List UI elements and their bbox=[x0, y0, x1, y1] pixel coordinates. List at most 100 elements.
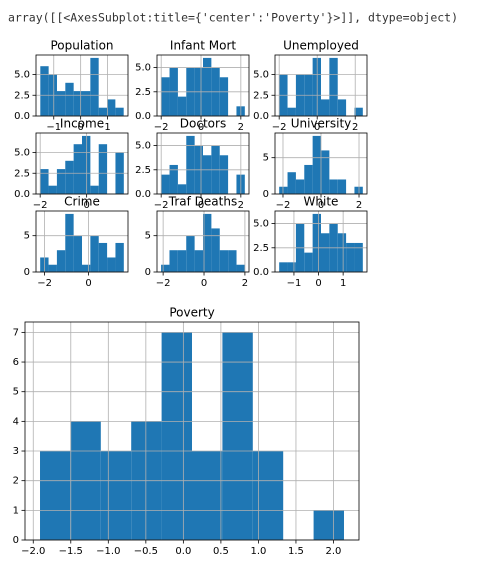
bar bbox=[329, 179, 338, 194]
axes-frame bbox=[35, 54, 129, 117]
x-tick-label: 0 bbox=[314, 122, 320, 133]
bar bbox=[169, 164, 178, 194]
bar bbox=[65, 213, 74, 272]
axes-frame bbox=[35, 210, 129, 273]
bar bbox=[287, 262, 296, 272]
x-tick-label: 2 bbox=[352, 122, 358, 133]
y-tick-label: 3 bbox=[13, 446, 19, 457]
y-tick-label: 2.5 bbox=[14, 168, 30, 179]
bar bbox=[161, 332, 192, 540]
bar bbox=[177, 96, 187, 116]
bar bbox=[321, 99, 330, 116]
y-tick-label: 5 bbox=[263, 153, 269, 164]
bar bbox=[98, 144, 108, 194]
bar bbox=[321, 233, 330, 272]
bar bbox=[90, 235, 99, 272]
bar bbox=[56, 169, 66, 194]
y-tick-label: 0 bbox=[145, 267, 151, 278]
y-tick-label: 5 bbox=[13, 387, 19, 398]
bar bbox=[115, 242, 124, 272]
y-tick-label: 2.5 bbox=[135, 165, 151, 176]
chart-title: Unemployed bbox=[283, 39, 359, 53]
x-tick-label: 0 bbox=[77, 122, 83, 133]
bar bbox=[222, 332, 253, 540]
y-tick-label: 0.0 bbox=[135, 189, 151, 200]
bar bbox=[346, 242, 355, 272]
axes-frame bbox=[156, 54, 250, 117]
chart-title: Poverty bbox=[169, 306, 214, 320]
bar bbox=[337, 99, 347, 116]
axes-frame bbox=[156, 132, 250, 195]
bar bbox=[177, 250, 187, 272]
x-tick-label: 0.5 bbox=[213, 546, 229, 557]
y-tick-label: 2.5 bbox=[14, 90, 30, 101]
bar bbox=[295, 179, 305, 194]
bar bbox=[40, 66, 49, 116]
x-tick-label: −2 bbox=[272, 122, 287, 133]
bar bbox=[219, 155, 229, 194]
bar bbox=[312, 213, 321, 272]
x-tick-label: 2 bbox=[238, 122, 244, 133]
bar bbox=[73, 144, 82, 194]
y-tick-label: 2 bbox=[13, 476, 19, 487]
bar bbox=[82, 135, 91, 194]
bar bbox=[203, 213, 212, 272]
bar bbox=[177, 184, 187, 194]
bar bbox=[194, 250, 203, 272]
y-tick-label: 0 bbox=[13, 535, 19, 546]
x-tick-label: 2 bbox=[356, 200, 362, 211]
x-tick-label: −2.0 bbox=[21, 546, 45, 557]
y-tick-label: 4 bbox=[13, 416, 19, 427]
bar bbox=[82, 91, 91, 116]
y-tick-label: 0.0 bbox=[253, 111, 269, 122]
bar bbox=[98, 242, 108, 272]
bar bbox=[98, 107, 108, 116]
bar bbox=[90, 57, 99, 116]
bar bbox=[279, 262, 288, 272]
bar bbox=[321, 150, 330, 194]
x-tick-label: 0 bbox=[198, 122, 204, 133]
bar bbox=[115, 107, 124, 116]
x-tick-label: 2 bbox=[238, 200, 244, 211]
y-tick-label: 2.5 bbox=[253, 243, 269, 254]
bar bbox=[304, 164, 313, 194]
x-tick-label: −2 bbox=[154, 200, 169, 211]
y-tick-label: 2.5 bbox=[253, 90, 269, 101]
output-text: array([[<AxesSubplot:title={'center':'Po… bbox=[8, 11, 458, 25]
chart-title: Infant Mort bbox=[170, 39, 236, 53]
x-tick-label: −2 bbox=[154, 122, 169, 133]
x-tick-label: −1.0 bbox=[96, 546, 120, 557]
chart-title: Population bbox=[50, 39, 113, 53]
bar bbox=[82, 264, 91, 272]
x-tick-label: −1 bbox=[287, 278, 302, 289]
x-tick-label: 0 bbox=[83, 200, 89, 211]
bar bbox=[107, 257, 116, 272]
x-tick-label: 2 bbox=[242, 278, 248, 289]
bar bbox=[48, 264, 57, 272]
bar bbox=[40, 169, 49, 194]
bar bbox=[203, 155, 212, 194]
x-tick-label: −2 bbox=[37, 278, 52, 289]
bar bbox=[40, 451, 71, 540]
y-tick-label: 7 bbox=[13, 327, 19, 338]
bar bbox=[90, 185, 99, 194]
bar bbox=[228, 250, 237, 272]
x-tick-label: 1 bbox=[340, 278, 346, 289]
chart-title: White bbox=[304, 195, 339, 209]
bar bbox=[312, 135, 321, 194]
bar bbox=[56, 91, 66, 116]
bar bbox=[354, 242, 363, 272]
x-tick-label: 0.0 bbox=[175, 546, 191, 557]
x-tick-label: −0.5 bbox=[134, 546, 158, 557]
bar bbox=[192, 451, 223, 540]
bar bbox=[219, 250, 229, 272]
bar bbox=[304, 252, 313, 272]
x-tick-label: 2.0 bbox=[326, 546, 342, 557]
bar bbox=[56, 250, 66, 272]
y-tick-label: 5.0 bbox=[253, 219, 269, 230]
bar bbox=[65, 160, 74, 194]
chart-title: University bbox=[291, 117, 352, 131]
bar bbox=[329, 57, 338, 116]
y-tick-label: 5 bbox=[24, 231, 30, 242]
axes-frame bbox=[274, 132, 368, 195]
